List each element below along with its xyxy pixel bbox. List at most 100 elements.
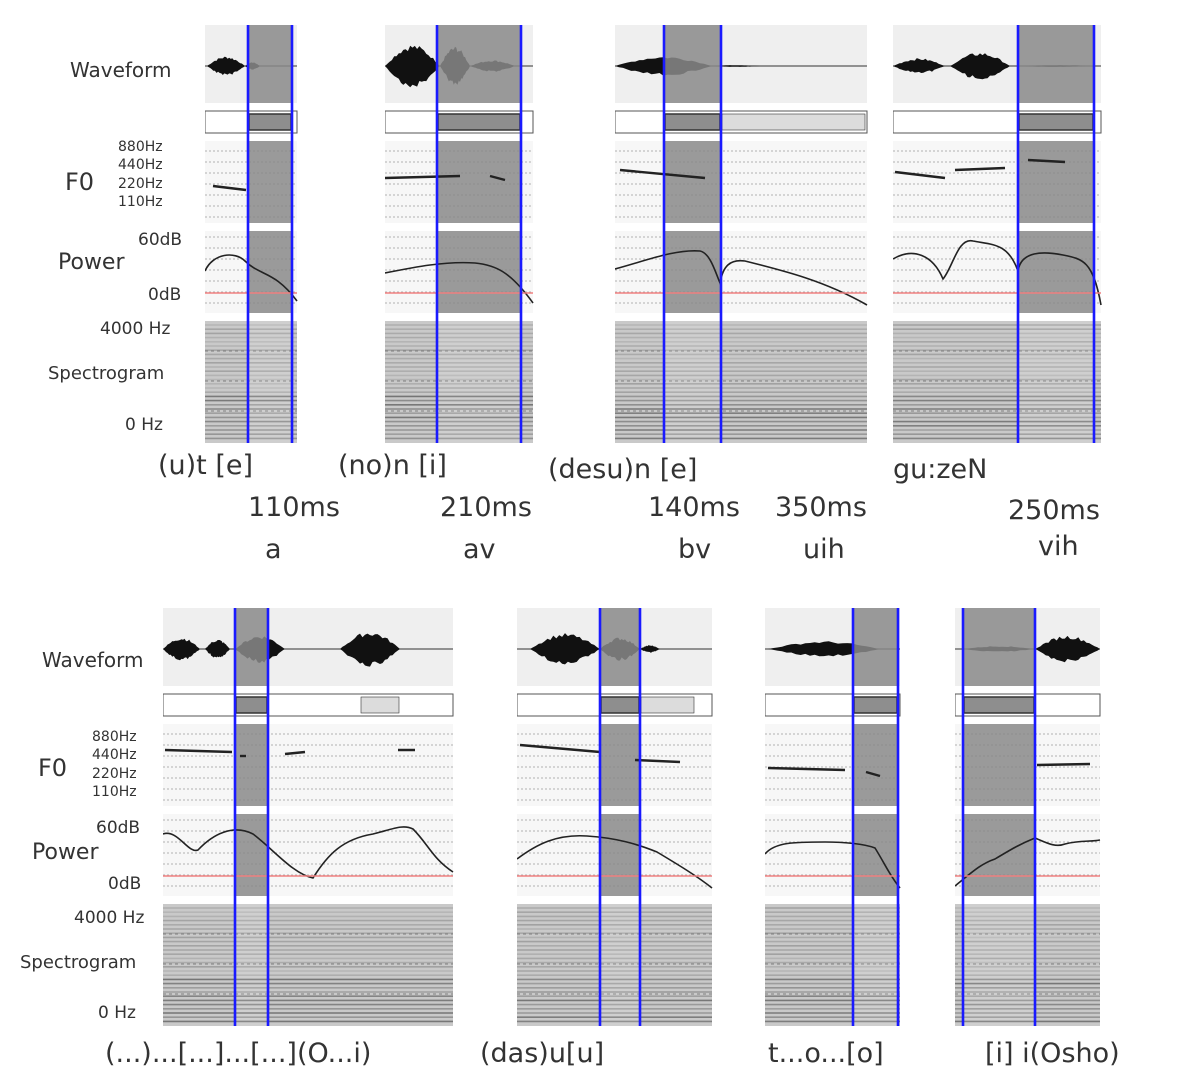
top-panel-4-f0-contour — [894, 170, 946, 180]
top-panel-2-highlight — [437, 141, 521, 223]
bottom-panel-3-highlight — [853, 608, 898, 686]
f0-tick-110-bottom: 110Hz — [92, 784, 137, 800]
bottom-caption-2: (das)u[u] — [480, 1038, 605, 1069]
bottom-panel-1-waveform-segment — [163, 638, 200, 661]
bottom-panel-2-highlight — [600, 724, 640, 806]
duration-5: 250ms — [1008, 495, 1100, 526]
f0-tick-440: 440Hz — [118, 157, 163, 173]
top-panel-3-segment-box — [721, 113, 866, 131]
code-1: a — [265, 534, 282, 565]
waveform-label-bottom: Waveform — [42, 648, 144, 672]
bottom-panel-1-highlight — [235, 724, 268, 806]
top-panel-3-waveform-segment — [712, 65, 760, 67]
bottom-panel-3-highlight — [853, 724, 898, 806]
bottom-panel-1-highlight — [235, 814, 268, 896]
top-panel-2-highlight — [437, 25, 521, 103]
bottom-panel-1-highlight — [235, 608, 268, 686]
bottom-panel-1-segment-box — [235, 696, 268, 714]
bottom-panel-4-waveform-segment — [1035, 635, 1100, 663]
top-panel-2-spectrogram — [385, 321, 533, 443]
bottom-panel-2-f0-contour — [519, 743, 601, 754]
bottom-panel-2-highlight — [600, 608, 640, 686]
f0-label-bottom: F0 — [38, 754, 68, 782]
bottom-panel-2-segment-box — [600, 696, 640, 714]
bottom-panel-1-waveform-segment — [340, 633, 400, 667]
top-panel-3-highlight — [664, 141, 721, 223]
power-tick-0db: 0dB — [148, 285, 182, 305]
bottom-caption-4: [i] i(Osho) — [985, 1038, 1120, 1069]
top-panel-1 — [205, 25, 303, 443]
top-caption-1: (u)t [e] — [158, 450, 254, 481]
bottom-panel-1-power-curve — [163, 826, 454, 879]
top-panel-1-waveform-segment — [207, 56, 245, 75]
top-panel-2-f0-contour — [489, 174, 506, 182]
duration-3: 140ms — [648, 492, 740, 523]
bottom-caption-3: t...o...[o] — [768, 1038, 884, 1069]
f0-tick-110: 110Hz — [118, 194, 163, 210]
bottom-panel-4-highlight — [963, 608, 1035, 686]
bottom-panel-4-highlight — [963, 724, 1035, 806]
code-2: av — [463, 534, 496, 565]
spec-tick-4000-bottom: 4000 Hz — [74, 908, 145, 928]
top-panel-4-segment-box — [1018, 113, 1094, 131]
top-panel-1-spectrogram — [205, 321, 297, 443]
bottom-panel-2 — [517, 608, 718, 1026]
spec-tick-0: 0 Hz — [125, 415, 163, 435]
top-panel-2-highlight — [437, 231, 521, 313]
bottom-panel-2-f0-contour — [634, 758, 681, 764]
top-panel-4-f0-contour — [954, 166, 1006, 172]
top-panel-1-highlight — [248, 141, 292, 223]
bottom-panel-1-waveform-area — [163, 608, 453, 686]
f0-tick-440-bottom: 440Hz — [92, 747, 137, 763]
bottom-panel-3-power-curve — [765, 841, 901, 889]
top-panel-4-spectrogram — [893, 321, 1101, 443]
bottom-panel-4-highlight — [963, 814, 1035, 896]
power-tick-60db: 60dB — [138, 230, 183, 250]
top-panel-1-power-curve — [205, 254, 298, 302]
f0-label: F0 — [65, 168, 95, 196]
spectrogram-label: Spectrogram — [48, 363, 165, 384]
bottom-panel-1-spectrogram — [163, 904, 453, 1026]
bottom-panel-1-waveform-segment — [205, 640, 230, 658]
top-panel-3-segment-box — [664, 113, 721, 131]
top-caption-2: (no)n [i] — [338, 450, 447, 481]
top-panel-4-highlight — [1018, 25, 1094, 103]
bottom-panel-2-waveform-segment — [530, 633, 600, 665]
f0-tick-220-bottom: 220Hz — [92, 766, 137, 782]
top-caption-4: gu:zeN — [893, 454, 988, 485]
top-panel-4-waveform-segment — [950, 53, 1010, 80]
bottom-panel-2-power-curve — [517, 834, 713, 889]
power-tick-60db-bottom: 60dB — [96, 818, 141, 838]
bottom-panel-3-spectrogram — [765, 904, 900, 1026]
top-panel-4-highlight — [1018, 231, 1094, 313]
top-panel-2 — [385, 25, 539, 443]
duration-4: 350ms — [775, 492, 867, 523]
bottom-panel-1-f0-contour — [164, 748, 233, 754]
bottom-panel-3-f0-contour — [767, 766, 846, 772]
code-5: vih — [1038, 531, 1079, 562]
top-panel-3-spectrogram — [615, 321, 867, 443]
top-panel-3 — [615, 25, 873, 443]
top-panel-1-f0-contour — [212, 184, 247, 192]
top-panel-1-highlight — [248, 25, 292, 103]
f0-tick-880: 880Hz — [118, 139, 163, 155]
top-panel-2-segment-box — [437, 113, 521, 131]
code-4: uih — [803, 534, 845, 565]
code-3: bv — [678, 534, 712, 565]
waveform-label: Waveform — [70, 58, 172, 82]
duration-2: 210ms — [440, 492, 532, 523]
power-label-bottom: Power — [32, 840, 99, 865]
bottom-panel-2-spectrogram — [517, 904, 712, 1026]
bottom-panel-3-segment-box — [853, 696, 898, 714]
bottom-panel-4 — [955, 608, 1106, 1026]
top-caption-3: (desu)n [e] — [548, 454, 698, 485]
top-panel-2-f0-contour — [385, 174, 461, 180]
bottom-panel-2-highlight — [600, 814, 640, 896]
top-panel-3-f0-contour — [619, 168, 706, 180]
top-panel-3-highlight — [664, 25, 721, 103]
top-panel-1-highlight — [248, 231, 292, 313]
top-panel-2-power-curve — [385, 261, 534, 304]
bottom-panel-3-highlight — [853, 814, 898, 896]
bottom-panel-3-f0-contour — [865, 770, 881, 778]
top-panel-4 — [893, 25, 1107, 443]
